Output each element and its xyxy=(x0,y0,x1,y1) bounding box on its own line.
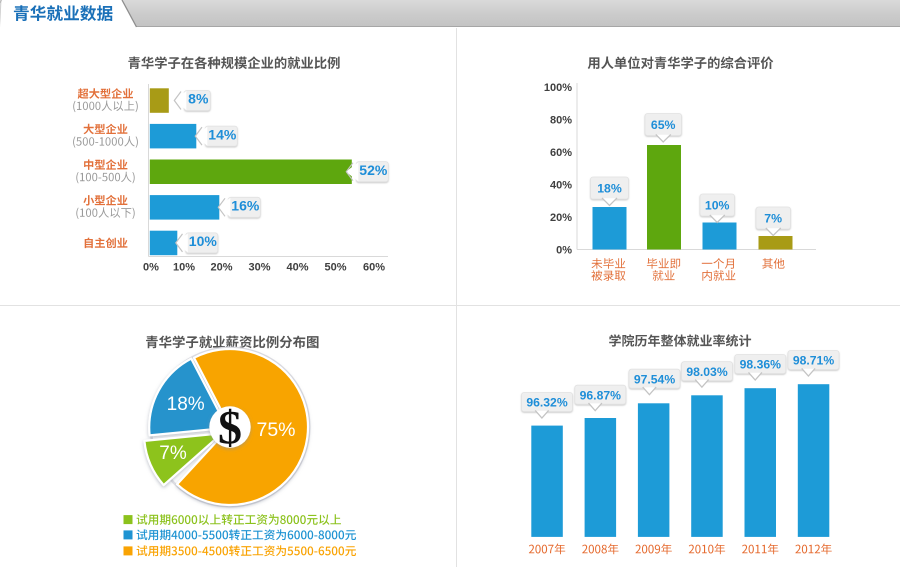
svg-text:30%: 30% xyxy=(248,262,270,274)
svg-text:80%: 80% xyxy=(550,115,572,127)
svg-text:8%: 8% xyxy=(188,91,209,107)
svg-text:97.54%: 97.54% xyxy=(634,372,675,386)
svg-text:14%: 14% xyxy=(208,126,237,142)
svg-text:20%: 20% xyxy=(210,262,232,274)
svg-text:98.36%: 98.36% xyxy=(740,358,781,372)
svg-text:96.32%: 96.32% xyxy=(526,396,567,410)
svg-text:98.03%: 98.03% xyxy=(686,365,727,379)
svg-text:10%: 10% xyxy=(705,199,730,213)
svg-text:40%: 40% xyxy=(286,262,308,274)
svg-text:65%: 65% xyxy=(651,118,676,132)
svg-text:75%: 75% xyxy=(256,419,295,441)
svg-text:16%: 16% xyxy=(231,198,260,214)
svg-text:$: $ xyxy=(218,402,242,455)
svg-text:0%: 0% xyxy=(143,262,159,274)
svg-text:98.71%: 98.71% xyxy=(793,354,834,368)
svg-text:60%: 60% xyxy=(550,147,572,159)
svg-text:96.87%: 96.87% xyxy=(580,388,621,402)
svg-text:10%: 10% xyxy=(189,233,218,249)
svg-text:18%: 18% xyxy=(597,182,622,196)
svg-text:60%: 60% xyxy=(363,262,385,274)
svg-text:52%: 52% xyxy=(359,162,388,178)
svg-text:18%: 18% xyxy=(167,394,205,415)
svg-text:50%: 50% xyxy=(324,262,346,274)
svg-text:7%: 7% xyxy=(159,443,187,464)
svg-text:0%: 0% xyxy=(556,245,572,257)
svg-text:40%: 40% xyxy=(550,180,572,192)
svg-text:7%: 7% xyxy=(764,212,782,226)
svg-text:100%: 100% xyxy=(544,82,572,94)
svg-text:10%: 10% xyxy=(173,262,195,274)
svg-text:20%: 20% xyxy=(550,212,572,224)
